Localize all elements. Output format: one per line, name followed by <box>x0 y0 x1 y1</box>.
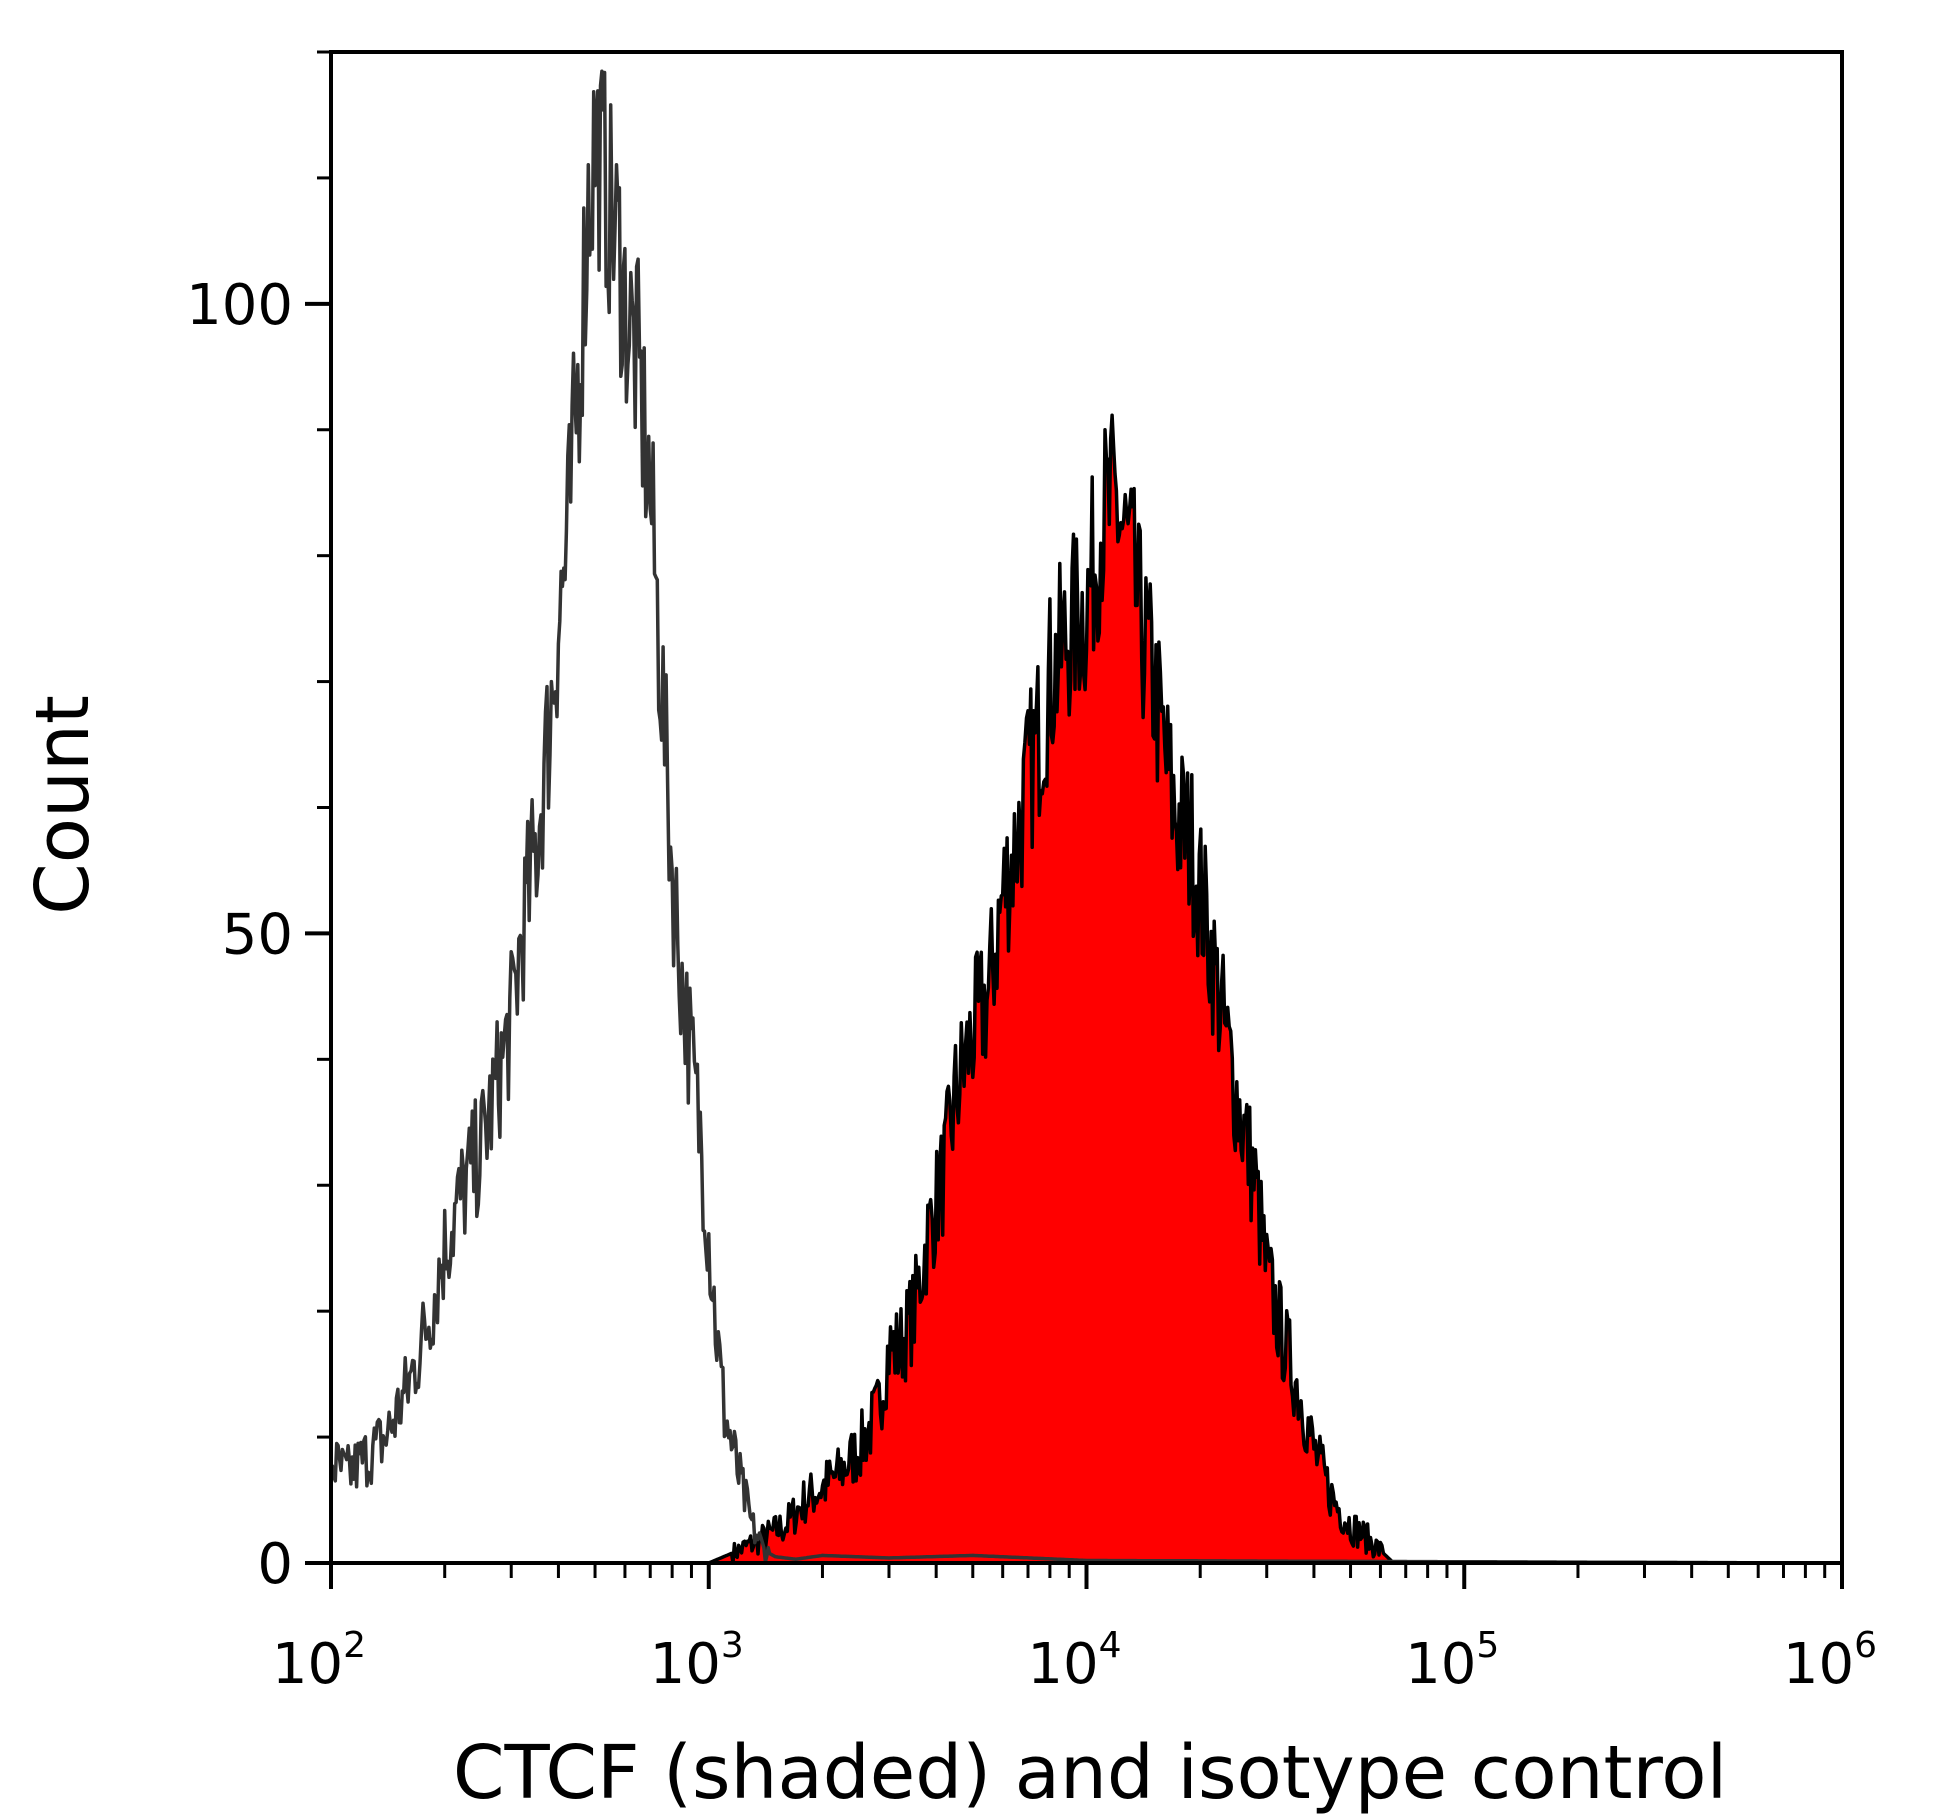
x-tick-label: 105 <box>1405 1625 1499 1697</box>
y-tick-label: 50 <box>222 902 293 967</box>
x-tick-label: 102 <box>272 1625 366 1697</box>
y-tick-label: 0 <box>257 1532 293 1597</box>
x-tick-label: 106 <box>1783 1625 1877 1697</box>
x-axis-title: CTCF (shaded) and isotype control <box>453 1730 1727 1816</box>
x-tick-label: 103 <box>650 1625 744 1697</box>
y-axis-title: Count <box>20 695 106 915</box>
x-tick-label: 104 <box>1027 1625 1121 1697</box>
plot-marks <box>329 69 1843 1565</box>
axes-group: 102 103 104 105 106 0 50 100 <box>186 50 1877 1697</box>
y-tick-label: 100 <box>186 273 293 338</box>
series-ctcf-fill <box>331 415 1842 1563</box>
